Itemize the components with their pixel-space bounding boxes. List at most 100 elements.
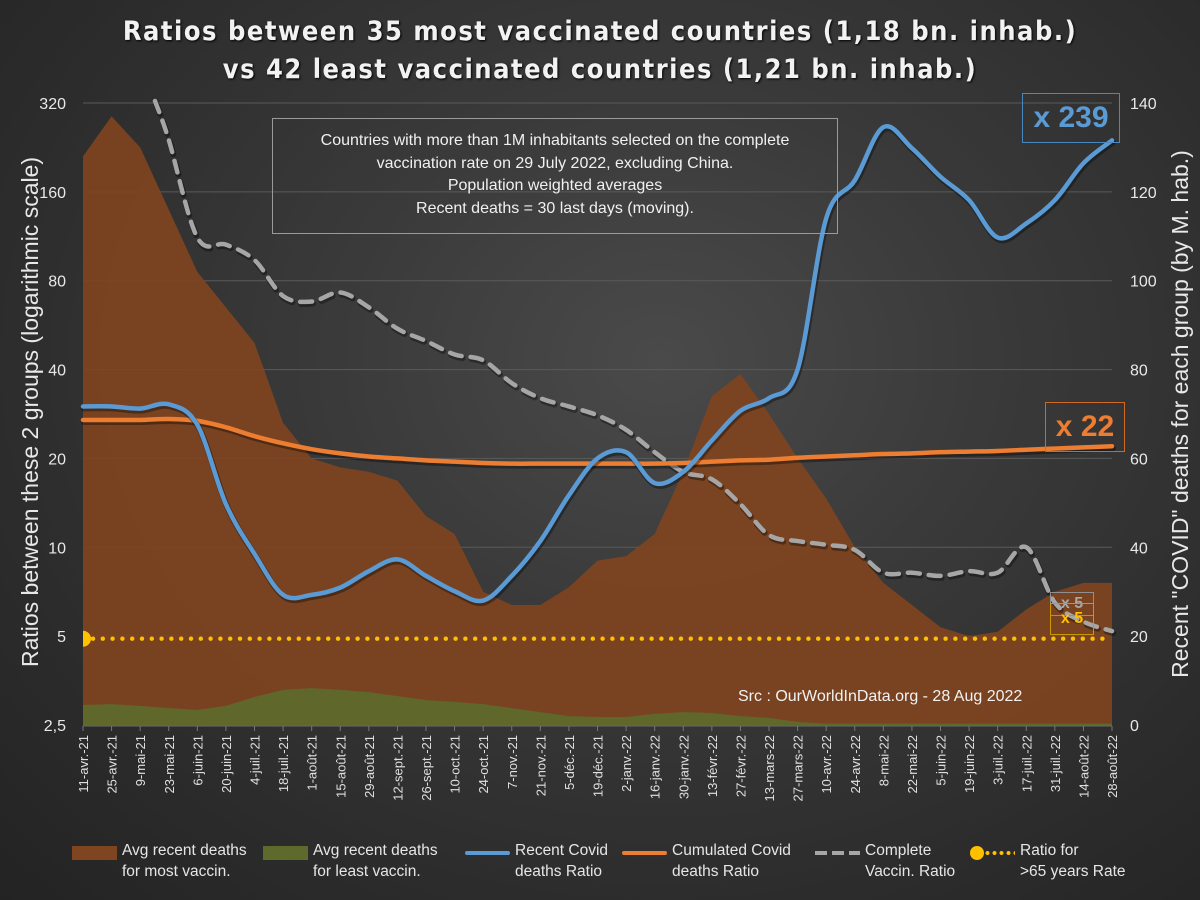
over65-dot — [473, 636, 478, 641]
x-tick-label: 28-août-22 — [1105, 735, 1120, 798]
over65-dot — [326, 636, 331, 641]
left-tick-label: 160 — [39, 185, 66, 202]
legend-swatch-most — [72, 846, 117, 860]
over65-dot — [992, 636, 997, 641]
right-axis-label: Recent "COVID" deaths for each group (by… — [1167, 150, 1193, 678]
left-axis-ticks: 2,5 5 10 20 40 80 160 320 — [39, 96, 66, 735]
over65-dot — [188, 636, 194, 641]
legend-label-line: Vaccin. Ratio — [865, 863, 956, 880]
over65-dot — [1051, 636, 1056, 641]
right-tick-label: 40 — [1130, 540, 1148, 557]
legend-label: Avg recent deaths for most vaccin. — [122, 840, 247, 882]
over65-dot — [208, 636, 213, 641]
legend-label: Avg recent deaths for least vaccin. — [313, 840, 438, 882]
x-tick-label: 14-août-22 — [1076, 735, 1091, 798]
over65-dot — [972, 636, 978, 641]
over65-dot — [375, 636, 380, 641]
legend-swatch-vaccin — [815, 846, 860, 855]
over65-dot — [580, 636, 586, 641]
over65-dot — [345, 636, 350, 641]
x-tick-label: 11-avr.-21 — [76, 735, 91, 793]
x-tick-label: 26-sept.-21 — [419, 735, 434, 801]
over65-dot — [335, 636, 341, 641]
over65-dot — [482, 636, 488, 641]
over65-dot — [1041, 636, 1046, 641]
over65-dot — [1100, 636, 1105, 641]
over65-dot — [678, 636, 684, 641]
source-note: Src : OurWorldInData.org - 28 Aug 2022 — [738, 688, 1023, 705]
over65-dot — [747, 636, 752, 641]
x-tick-label: 22-mai-22 — [905, 735, 920, 794]
over65-dot — [306, 636, 311, 641]
over65-dot — [179, 636, 184, 641]
over65-dot — [424, 636, 429, 641]
x-tick-label: 13-févr.-22 — [705, 735, 720, 797]
line-cumulated-deaths-ratio — [80, 416, 1115, 466]
x-tick-label: 8-mai-22 — [876, 735, 891, 786]
x-tick-label: 5-juin-22 — [934, 735, 949, 786]
over65-dot — [1002, 636, 1007, 641]
over65-dot — [982, 636, 987, 641]
over65-dot — [561, 636, 566, 641]
x-tick-label: 1-août-21 — [305, 735, 320, 791]
legend-label-line: for least vaccin. — [313, 863, 421, 880]
over65-dot — [443, 636, 448, 641]
over65-dot — [365, 636, 370, 641]
over65-dot — [228, 636, 233, 641]
over65-dot — [110, 636, 115, 641]
x-tick-label: 27-mars-22 — [791, 735, 806, 801]
legend-label-line: Avg recent deaths — [122, 842, 247, 859]
left-tick-label: 20 — [48, 451, 66, 468]
over65-dot — [600, 636, 605, 641]
cumulated-ratio-callout: x 22 — [1045, 402, 1125, 452]
left-tick-label: 40 — [48, 363, 66, 380]
over65-dot — [933, 636, 938, 641]
legend-label-line: deaths Ratio — [672, 863, 760, 880]
legend-label-line: for most vaccin. — [122, 863, 231, 880]
legend-swatch-cumulated — [622, 846, 667, 855]
over65-dot — [845, 636, 850, 641]
over65-dot — [522, 636, 527, 641]
over65-dot — [639, 636, 644, 641]
x-tick-label: 16-janv.-22 — [648, 735, 663, 799]
over65-dot — [894, 636, 899, 641]
left-tick-label: 10 — [48, 540, 66, 557]
x-tick-label: 17-juil.-22 — [1019, 735, 1034, 792]
over65-dot — [963, 636, 968, 641]
over65-dot — [610, 636, 615, 641]
x-tick-label: 4-juil.-21 — [248, 735, 263, 785]
x-tick-label: 23-mai-21 — [162, 735, 177, 794]
over65-dot — [355, 636, 360, 641]
right-tick-label: 80 — [1130, 363, 1148, 380]
legend-swatch-over65 — [970, 846, 1015, 860]
over65-dot — [767, 636, 772, 641]
over65-dot — [659, 636, 664, 641]
over65-dot — [463, 636, 468, 641]
over65-dot — [130, 636, 135, 641]
legend-label: Complete Vaccin. Ratio — [865, 840, 955, 882]
right-tick-label: 20 — [1130, 629, 1148, 646]
area-least-vaccinated-deaths — [83, 688, 1112, 725]
x-tick-label: 21-nov.-21 — [533, 735, 548, 796]
over65-dot — [433, 636, 439, 641]
over65-dot — [620, 636, 625, 641]
x-tick-label: 19-déc.-21 — [591, 735, 606, 797]
legend-label: Recent Covid deaths Ratio — [515, 840, 608, 882]
legend-label-line: >65 years Rate — [1020, 863, 1126, 880]
legend-label: Ratio for >65 years Rate — [1020, 840, 1126, 882]
over65-dot — [904, 636, 909, 641]
over65-dot — [267, 636, 272, 641]
legend-swatch-recent — [465, 846, 510, 855]
over65-dot — [669, 636, 674, 641]
over65-dot — [1031, 636, 1037, 641]
over65-dot — [502, 636, 507, 641]
over65-dot — [1061, 636, 1066, 641]
over65-dot — [943, 636, 948, 641]
over65-dot — [90, 636, 96, 641]
x-tick-label: 15-août-21 — [333, 735, 348, 798]
legend-label-line: Complete — [865, 842, 932, 859]
over65-dot — [1012, 636, 1017, 641]
over65-dot — [149, 636, 154, 641]
over65-dot — [286, 636, 292, 641]
